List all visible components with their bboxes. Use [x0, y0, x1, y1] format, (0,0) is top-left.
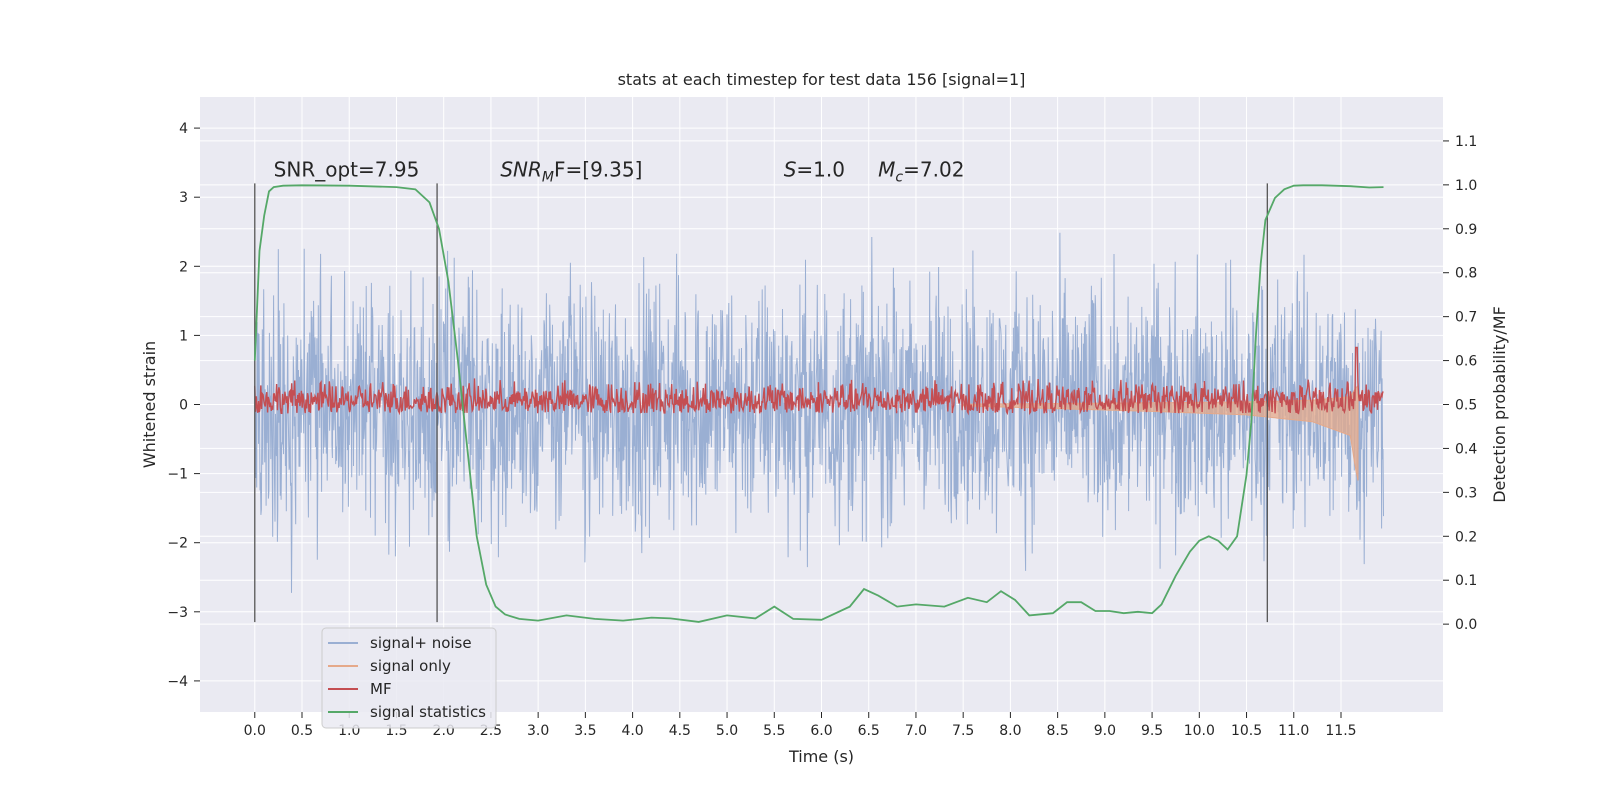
series-mf — [254, 346, 1384, 416]
x-tick-label: 10.0 — [1184, 723, 1215, 739]
signal-statistics-line — [253, 184, 1384, 623]
annotation-base: M — [878, 157, 895, 181]
y-right-tick-label: 0.1 — [1455, 573, 1477, 589]
x-tick-label: 5.5 — [763, 723, 785, 739]
legend-box — [321, 627, 497, 729]
y-tick-label: 2 — [179, 259, 188, 275]
annotation-rest: F=[9.35] — [554, 157, 642, 181]
x-tick-label: 6.5 — [858, 723, 880, 739]
chart-title: stats at each timestep for test data 156… — [618, 70, 1026, 89]
y-right-tick-label: 0.0 — [1455, 617, 1477, 633]
annotation-rest: =1.0 — [796, 157, 845, 181]
x-tick-label: 9.0 — [1094, 723, 1116, 739]
legend-label: signal only — [370, 657, 451, 675]
y-tick-label: −1 — [167, 467, 188, 483]
x-tick-label: 3.0 — [527, 723, 549, 739]
x-tick-label: 11.5 — [1325, 723, 1356, 739]
x-tick-label: 9.5 — [1141, 723, 1163, 739]
annotation-subscript: c — [895, 169, 903, 185]
legend-label: signal+ noise — [370, 634, 472, 652]
y-right-tick-label: 0.2 — [1455, 529, 1477, 545]
x-tick-label: 7.5 — [952, 723, 974, 739]
annotation-rest: =7.02 — [903, 157, 964, 181]
x-tick-label: 0.5 — [291, 723, 313, 739]
x-tick-label: 8.5 — [1046, 723, 1068, 739]
x-tick-label: 0.0 — [244, 723, 266, 739]
x-tick-label: 3.5 — [574, 723, 596, 739]
y-right-tick-label: 0.3 — [1455, 485, 1477, 501]
y-tick-label: −3 — [167, 605, 188, 621]
x-tick-label: 10.5 — [1231, 723, 1262, 739]
y-axis-label: Whitened strain — [140, 341, 159, 468]
annotations: SNR_opt=7.95 SNRMF=[9.35] S=1.0 Mc=7.02 — [274, 157, 965, 185]
annotation-subscript: M — [542, 169, 554, 185]
y-tick-label: −2 — [167, 536, 188, 552]
y-axis-right-label: Detection probability/MF — [1490, 306, 1509, 503]
y-tick-label: −4 — [167, 674, 188, 690]
series-signal-plus-noise — [254, 232, 1384, 593]
annotation-0: SNR_opt=7.95 — [274, 157, 420, 181]
annotation-base: S — [784, 157, 797, 181]
x-tick-label: 5.0 — [716, 723, 738, 739]
y-tick-label: 3 — [179, 190, 188, 206]
annotation-base: SNR — [500, 157, 542, 181]
y-axis-left-ticks: 4 3 2 1 0 −1 −2 −3 −4 — [167, 121, 200, 690]
x-tick-label: 7.0 — [905, 723, 927, 739]
y-right-tick-label: 0.7 — [1455, 310, 1477, 326]
y-tick-label: 1 — [179, 328, 188, 344]
signal-plus-noise-line — [254, 232, 1384, 593]
x-tick-label: 11.0 — [1278, 723, 1309, 739]
mf-line — [254, 346, 1384, 416]
x-tick-label: 4.5 — [669, 723, 691, 739]
y-right-tick-label: 0.8 — [1455, 266, 1477, 282]
legend-label: MF — [370, 680, 392, 698]
y-tick-label: 0 — [179, 398, 188, 414]
y-tick-label: 4 — [179, 121, 188, 137]
y-right-tick-label: 0.9 — [1455, 222, 1477, 238]
plot-area — [200, 97, 1443, 712]
legend-label: signal statistics — [370, 703, 486, 721]
x-axis-label: Time (s) — [788, 747, 854, 766]
marker-lines — [254, 183, 1268, 623]
y-right-tick-label: 0.6 — [1455, 354, 1477, 370]
annotation-1: SNRMF=[9.35] — [500, 157, 642, 185]
x-tick-label: 4.0 — [621, 723, 643, 739]
y-right-tick-label: 1.0 — [1455, 178, 1477, 194]
annotation-2: S=1.0 — [784, 157, 845, 181]
annotation-3: Mc=7.02 — [878, 157, 964, 185]
x-tick-label: 8.0 — [999, 723, 1021, 739]
y-right-tick-label: 1.1 — [1455, 134, 1477, 150]
y-axis-right-ticks: 1.1 1.0 0.9 0.8 0.7 0.6 0.5 0.4 0.3 0.2 0.1 0.0 — [1443, 134, 1477, 633]
legend: signal+ noise signal only MF signal statist… — [321, 627, 497, 729]
x-tick-label: 6.0 — [810, 723, 832, 739]
series-signal-statistics — [253, 184, 1384, 623]
y-right-tick-label: 0.4 — [1455, 441, 1477, 457]
y-right-tick-label: 0.5 — [1455, 398, 1477, 414]
